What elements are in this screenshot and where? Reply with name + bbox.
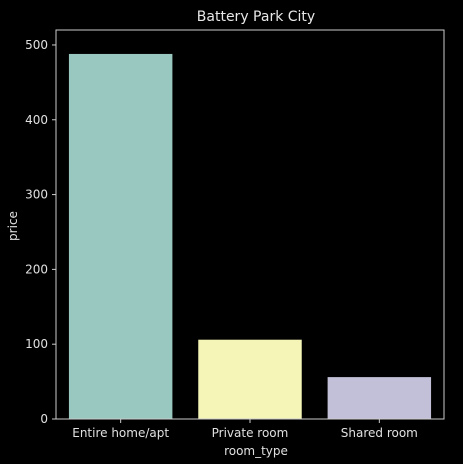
x-axis-label: room_type [224, 444, 288, 458]
bar-1 [198, 339, 302, 419]
x-axis-ticks: Entire home/apt Private room Shared room [72, 419, 418, 440]
chart-title: Battery Park City [197, 9, 315, 25]
bars-group [68, 53, 432, 419]
bar-0 [68, 53, 173, 419]
y-axis-ticks: 0 100 200 300 400 500 [25, 38, 56, 426]
bar-2 [327, 377, 432, 419]
y-axis-label: price [6, 211, 20, 241]
y-tick-label-5: 500 [25, 38, 48, 52]
x-tick-label-0: Entire home/apt [72, 426, 169, 440]
y-tick-label-2: 200 [25, 262, 48, 276]
x-tick-label-1: Private room [212, 426, 289, 440]
y-tick-label-3: 300 [25, 188, 48, 202]
axes-frame [55, 29, 445, 420]
y-tick-label-4: 400 [25, 113, 48, 127]
x-tick-label-2: Shared room [341, 426, 418, 440]
y-tick-label-1: 100 [25, 337, 48, 351]
y-tick-label-0: 0 [40, 412, 48, 426]
